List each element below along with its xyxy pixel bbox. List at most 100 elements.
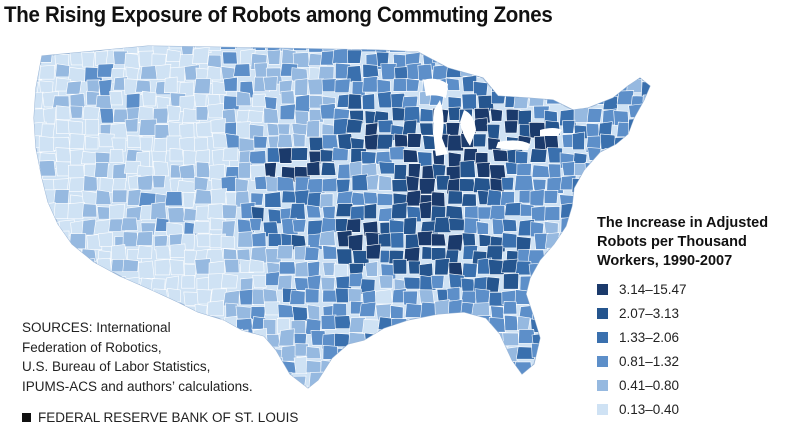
commuting-zone	[85, 119, 99, 136]
commuting-zone	[376, 385, 393, 388]
commuting-zone	[570, 50, 588, 67]
commuting-zone	[504, 202, 523, 216]
commuting-zone	[503, 272, 520, 290]
commuting-zone	[574, 273, 591, 291]
commuting-zone	[391, 318, 408, 333]
commuting-zone	[220, 46, 236, 50]
commuting-zone	[376, 192, 393, 206]
commuting-zone	[163, 76, 178, 93]
commuting-zone	[193, 220, 210, 234]
footer-text: FEDERAL RESERVE BANK OF ST. LOUIS	[38, 410, 299, 425]
legend-label: 0.13–0.40	[619, 401, 680, 417]
commuting-zone	[561, 161, 576, 176]
commuting-zone	[416, 373, 434, 388]
commuting-zone	[221, 204, 238, 219]
commuting-zone	[574, 290, 591, 307]
commuting-zone	[572, 261, 589, 277]
commuting-zone	[81, 190, 98, 207]
commuting-zone	[570, 221, 587, 236]
commuting-zone	[234, 178, 249, 193]
commuting-zone	[292, 133, 306, 148]
legend-label: 0.41–0.80	[619, 377, 680, 393]
commuting-zone	[374, 345, 391, 363]
commuting-zone	[124, 118, 139, 133]
commuting-zone	[558, 301, 578, 318]
legend-item: 1.33–2.06	[597, 325, 797, 349]
commuting-zone	[474, 346, 489, 362]
commuting-zone	[53, 189, 70, 205]
commuting-zone	[155, 245, 171, 260]
commuting-zone	[34, 50, 40, 65]
commuting-zone	[306, 178, 326, 194]
commuting-zone	[555, 360, 574, 377]
commuting-zone	[264, 96, 278, 110]
commuting-zone	[82, 105, 100, 121]
commuting-zone	[345, 118, 363, 134]
commuting-zone	[502, 332, 520, 346]
commuting-zone	[55, 63, 70, 78]
legend-item: 0.81–1.32	[597, 349, 797, 373]
commuting-zone	[306, 119, 320, 138]
commuting-zone	[362, 63, 380, 78]
commuting-zone	[487, 386, 505, 388]
commuting-zone	[528, 262, 542, 277]
commuting-zone	[473, 117, 489, 132]
commuting-zone	[502, 52, 520, 71]
commuting-zone	[474, 288, 491, 305]
commuting-zone	[390, 305, 404, 320]
commuting-zone	[514, 361, 533, 376]
commuting-zone	[404, 344, 421, 362]
commuting-zone	[379, 357, 394, 372]
commuting-zone	[402, 149, 419, 163]
commuting-zone	[533, 292, 550, 309]
commuting-zone	[265, 271, 280, 286]
commuting-zone	[34, 46, 42, 53]
commuting-zone	[308, 150, 322, 165]
commuting-zone	[237, 231, 254, 248]
commuting-zone	[236, 46, 253, 48]
commuting-zone	[305, 204, 322, 219]
commuting-zone	[253, 135, 268, 149]
legend-label: 2.07–3.13	[619, 305, 680, 321]
commuting-zone	[334, 78, 351, 93]
commuting-zone	[391, 178, 409, 193]
commuting-zone	[322, 389, 338, 402]
commuting-zone	[516, 163, 532, 178]
commuting-zone	[306, 304, 321, 321]
commuting-zone	[574, 190, 589, 207]
commuting-zone	[642, 105, 650, 121]
commuting-zone	[503, 373, 517, 388]
commuting-zone	[193, 176, 209, 191]
commuting-zone	[487, 67, 503, 82]
commuting-zone	[402, 290, 418, 306]
commuting-zone	[192, 46, 210, 64]
commuting-zone	[304, 246, 320, 261]
commuting-zone	[250, 192, 264, 206]
commuting-zone	[460, 347, 476, 360]
commuting-zone	[220, 273, 238, 289]
commuting-zone	[434, 257, 450, 276]
legend-title-line: The Increase in Adjusted	[597, 215, 769, 231]
commuting-zone	[99, 276, 117, 293]
commuting-zone	[615, 150, 629, 166]
commuting-zone	[547, 65, 564, 80]
commuting-zone	[548, 75, 564, 91]
commuting-zone	[207, 203, 225, 219]
commuting-zone	[586, 46, 602, 52]
commuting-zone	[403, 276, 422, 290]
square-bullet-icon	[22, 413, 31, 422]
commuting-zone	[122, 258, 139, 272]
legend-title: The Increase in Adjusted Robots per Thou…	[597, 214, 797, 271]
commuting-zone	[66, 46, 82, 52]
commuting-zone	[617, 191, 633, 207]
commuting-zone	[431, 49, 446, 64]
legend-title-line: Robots per Thousand	[597, 234, 747, 250]
commuting-zone	[279, 46, 296, 52]
commuting-zone	[377, 91, 393, 109]
commuting-zone	[613, 136, 630, 152]
commuting-zone	[360, 150, 377, 165]
commuting-zone	[276, 244, 294, 260]
commuting-zone	[235, 305, 252, 320]
commuting-zone	[347, 288, 362, 303]
commuting-zone	[306, 192, 322, 208]
